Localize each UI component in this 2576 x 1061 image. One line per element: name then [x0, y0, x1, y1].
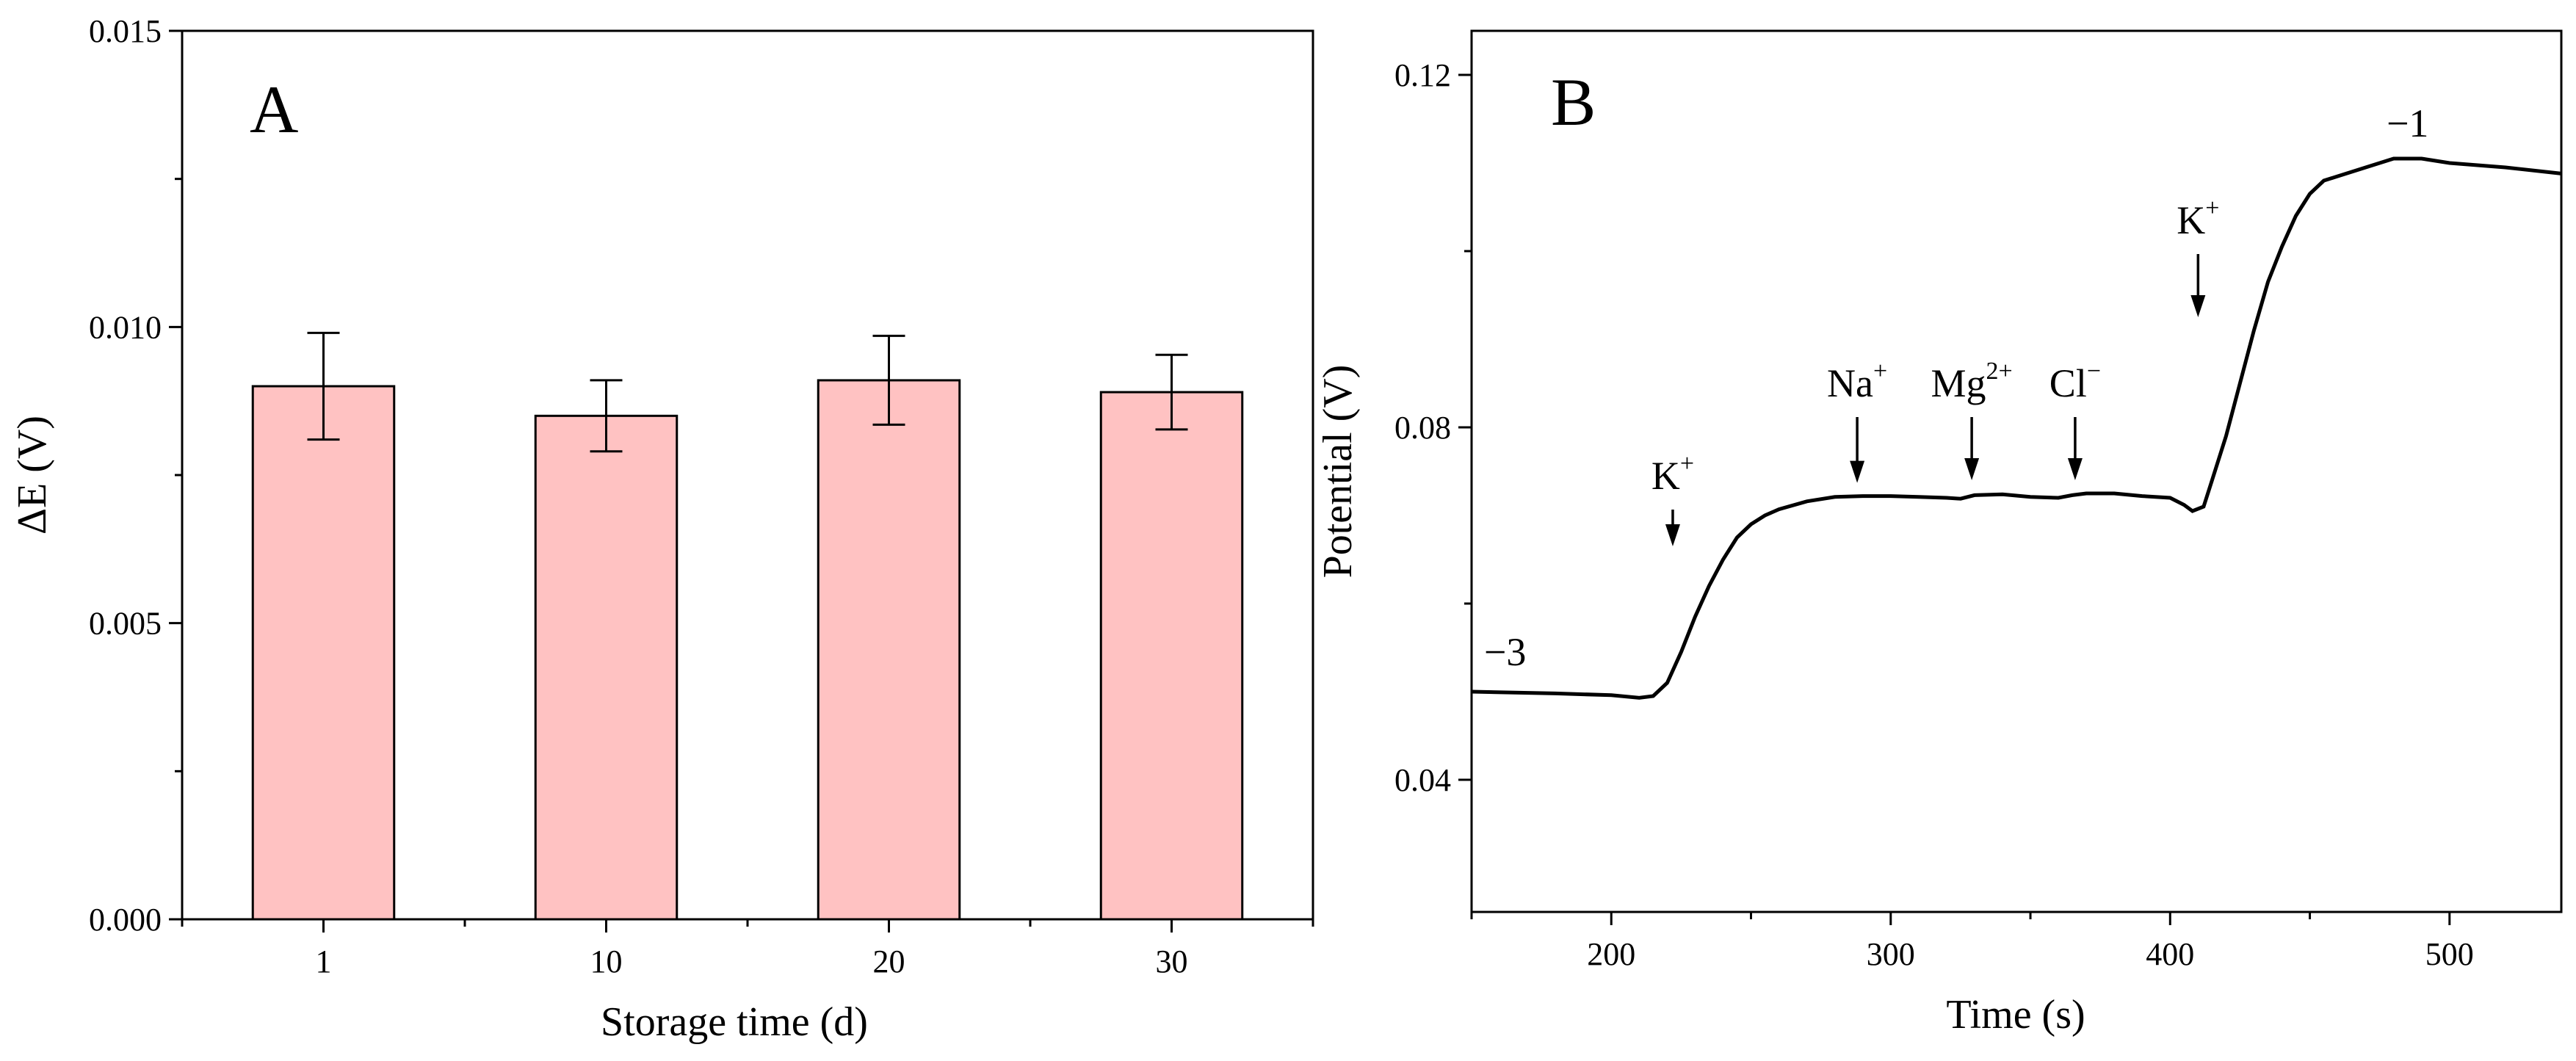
- panel-a-x-tick-label: 30: [1156, 944, 1188, 979]
- panel-b-annotation-na-text: Na: [1827, 361, 1873, 405]
- panel-b-annotation-k2-sup: +: [2205, 195, 2219, 222]
- panel-a-ticks: 0.000 0.005 0.010 0.015 1 10 20 30: [89, 13, 1314, 979]
- panel-b-annotation-k2-text: K: [2177, 198, 2205, 242]
- panel-b-annotation-k1: K+: [1651, 450, 1694, 498]
- panel-b-annotation-minus3: −3: [1484, 630, 1526, 674]
- panel-b-y-tick-label: 0.12: [1394, 57, 1451, 93]
- panel-a-bar-30: [1099, 391, 1244, 921]
- panel-b-arrowhead-cl: [2067, 458, 2083, 480]
- panel-b-x-tick-label: 500: [2425, 936, 2474, 972]
- panel-b-arrowhead-k2: [2190, 295, 2206, 317]
- panel-a-y-tick-label: 0.000: [89, 902, 162, 938]
- panel-a-y-tick-label: 0.010: [89, 309, 162, 345]
- panel-a-bar-1: [251, 385, 396, 921]
- panel-a-x-tick-label: 20: [873, 944, 905, 979]
- panel-b-annotation-mg: Mg2+: [1931, 358, 2013, 405]
- panel-b-letter: B: [1551, 65, 1596, 140]
- panel-b-y-tick-label: 0.08: [1394, 410, 1451, 446]
- panel-b-annotation-mg-text: Mg: [1931, 361, 1986, 405]
- panel-b-annotation-cl: Cl−: [2049, 358, 2101, 405]
- panel-b-annotation-k1-text: K: [1651, 454, 1680, 498]
- panel-b-y-axis-title: Potential (V): [1315, 365, 1361, 579]
- panel-b-annotation-cl-sup: −: [2087, 358, 2101, 385]
- panel-b-annotation-mg-sup: 2+: [1986, 358, 2013, 385]
- panel-a-bars: [251, 331, 1244, 921]
- panel-a-y-tick-label: 0.005: [89, 606, 162, 642]
- panel-b-annotation-minus3-text: −3: [1484, 630, 1526, 674]
- panel-b-arrowhead-na: [1850, 460, 1865, 483]
- panel-b-arrowhead-mg: [1964, 458, 1980, 480]
- panel-b-plot-frame: [1470, 29, 2563, 913]
- panel-a-y-tick-label: 0.015: [89, 13, 162, 49]
- panel-b-annotation-k1-sup: +: [1680, 450, 1694, 477]
- panel-a-letter: A: [250, 72, 298, 147]
- panel-b-annotation-minus1-text: −1: [2387, 101, 2428, 145]
- panel-a-y-axis-title: ΔE (V): [10, 416, 55, 535]
- panel-b-annotation-k2: K+: [2177, 195, 2219, 242]
- panel-b-annotation-cl-text: Cl: [2049, 361, 2087, 405]
- panel-b-x-tick-label: 200: [1587, 936, 1635, 972]
- panel-b-annotation-na-sup: +: [1873, 358, 1887, 385]
- panel-b-annotation-minus1: −1: [2387, 101, 2428, 145]
- panel-b-x-axis-title: Time (s): [1946, 992, 2085, 1038]
- panel-a-bar-20: [817, 379, 961, 921]
- panel-a-x-tick-label: 10: [590, 944, 623, 979]
- panel-a-x-tick-label: 1: [316, 944, 332, 979]
- panel-a-bar-chart: 0.000 0.005 0.010 0.015 1 10 20 30 A Storage ti…: [10, 13, 1314, 1045]
- panel-b-ticks: 200 300 400 500 0.04 0.08 0.12: [1394, 57, 2474, 972]
- panel-b-arrowhead-k1: [1665, 524, 1680, 546]
- panel-b-y-tick-label: 0.04: [1394, 762, 1451, 798]
- panel-b-x-tick-label: 400: [2146, 936, 2194, 972]
- panel-b-x-tick-label: 300: [1867, 936, 1915, 972]
- panel-b-potential-line: [1471, 156, 2562, 700]
- panel-b-annotations: −3K+Na+ Mg2+ Cl−K+−1: [1484, 101, 2429, 674]
- panel-b-annotation-na: Na+: [1827, 358, 1887, 405]
- panel-a-bar-10: [534, 414, 679, 921]
- panel-a-x-axis-title: Storage time (d): [601, 999, 868, 1045]
